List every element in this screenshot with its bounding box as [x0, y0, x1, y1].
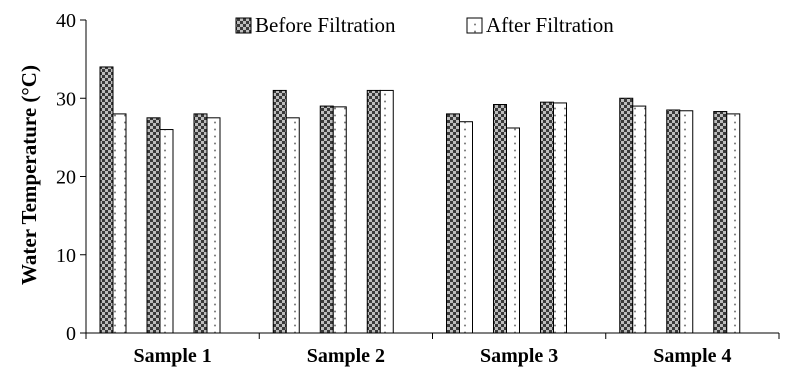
- bar-before-filtration: [193, 113, 208, 334]
- category-label: Sample 2: [307, 345, 385, 367]
- bar-before-filtration: [446, 113, 460, 334]
- x-axis-ticks: Sample 1 Sample 2 Sample 3 Sample 4: [85, 333, 780, 367]
- bar-after-filtration: [679, 110, 694, 334]
- y-axis-ticks: 0 10 20 30 40: [56, 10, 86, 345]
- y-tick-label: 10: [56, 245, 76, 267]
- bar-before-filtration: [366, 89, 381, 334]
- bar-before-filtration: [493, 104, 507, 334]
- y-tick-label: 0: [66, 323, 76, 345]
- legend-label-after-filtration: After Filtration: [486, 13, 614, 37]
- bar-after-filtration: [632, 105, 647, 334]
- bar-after-filtration: [206, 117, 221, 334]
- bar-before-filtration: [713, 111, 728, 334]
- bar-after-filtration: [726, 113, 741, 334]
- legend-swatch-before-filtration: [235, 17, 252, 34]
- bar-after-filtration: [112, 113, 127, 334]
- y-axis-title: Water Temperature (°C): [17, 65, 41, 285]
- bar-after-filtration: [159, 129, 174, 334]
- category-label: Sample 4: [653, 345, 731, 367]
- legend: Before Filtration After Filtration: [235, 13, 614, 37]
- bar-after-filtration: [459, 121, 473, 334]
- bar-before-filtration: [272, 89, 287, 334]
- bar-before-filtration: [99, 66, 114, 334]
- legend-swatch-after-filtration: [466, 17, 483, 34]
- legend-label-before-filtration: Before Filtration: [255, 13, 396, 37]
- category-label: Sample 3: [480, 345, 558, 367]
- bar-before-filtration: [540, 101, 554, 334]
- bar-before-filtration: [319, 105, 334, 334]
- category-label: Sample 1: [133, 345, 211, 367]
- bar-before-filtration: [666, 109, 681, 334]
- bar-after-filtration: [553, 102, 567, 334]
- bar-after-filtration: [379, 89, 394, 334]
- bar-before-filtration: [146, 117, 161, 334]
- bar-after-filtration: [506, 127, 520, 334]
- bars: [99, 66, 741, 334]
- bar-after-filtration: [285, 117, 300, 334]
- bar-after-filtration: [332, 106, 347, 334]
- y-tick-label: 30: [56, 88, 76, 110]
- y-tick-label: 40: [56, 10, 76, 32]
- y-tick-label: 20: [56, 167, 76, 189]
- bar-before-filtration: [619, 97, 634, 334]
